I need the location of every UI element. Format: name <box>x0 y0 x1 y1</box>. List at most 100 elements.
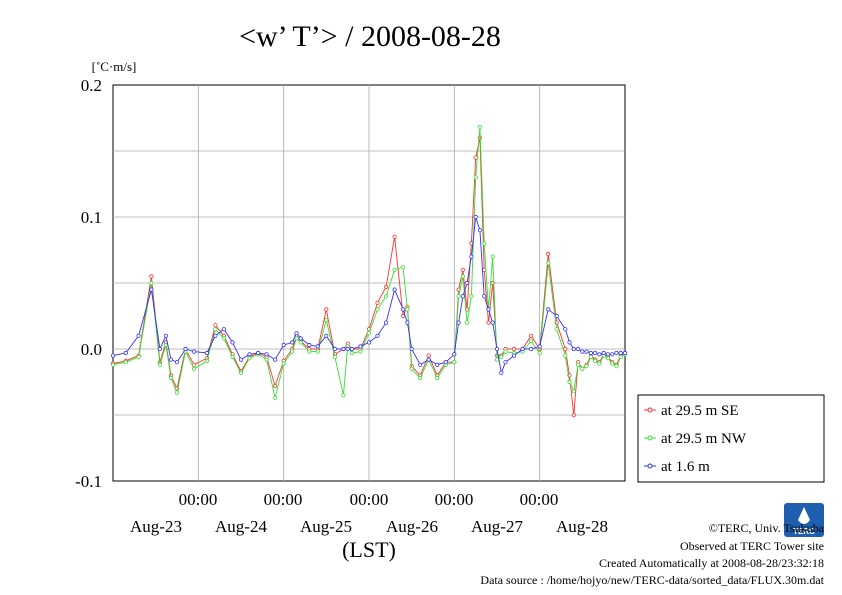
data-point <box>204 358 209 363</box>
data-point <box>392 287 397 292</box>
data-point <box>294 336 299 341</box>
data-point <box>571 412 576 418</box>
data-point <box>622 350 628 356</box>
data-point <box>490 254 495 259</box>
data-point <box>614 350 619 356</box>
data-point <box>230 354 235 359</box>
data-point <box>136 354 141 359</box>
data-point <box>546 251 551 257</box>
data-point <box>123 360 128 365</box>
data-point <box>511 346 517 352</box>
observed-text: Observed at TERC Tower site <box>680 539 824 553</box>
data-point <box>567 379 572 385</box>
data-point <box>163 342 168 348</box>
data-point <box>605 356 611 361</box>
data-point <box>264 352 269 357</box>
x-time-label: 00:00 <box>179 490 218 509</box>
data-point <box>272 395 278 400</box>
data-point <box>375 333 380 338</box>
data-point <box>255 350 261 356</box>
data-point <box>554 327 559 332</box>
data-point <box>511 353 517 358</box>
data-point <box>298 340 303 345</box>
data-point <box>464 280 470 286</box>
x-date-label: Aug-24 <box>215 517 267 536</box>
data-point <box>358 349 363 354</box>
data-point <box>584 349 589 354</box>
data-point <box>221 327 226 332</box>
data-point <box>192 366 197 371</box>
data-point <box>290 349 295 354</box>
data-point <box>247 356 252 361</box>
data-point <box>349 346 354 352</box>
water-drop-icon <box>798 507 810 524</box>
data-point <box>238 357 244 362</box>
data-point <box>580 366 585 371</box>
data-point <box>418 362 423 367</box>
legend-label-1-6m: at 1.6 m <box>661 459 710 475</box>
data-point <box>456 320 461 325</box>
data-point <box>375 300 380 305</box>
x-time-label: 00:00 <box>435 490 474 509</box>
data-point <box>409 366 414 371</box>
y-tick-label: 0.0 <box>81 340 102 359</box>
data-point <box>618 354 623 359</box>
data-point <box>601 350 606 356</box>
data-point <box>563 353 568 358</box>
terc-logo: TERC <box>784 503 824 537</box>
data-point <box>592 350 598 356</box>
legend: at 29.5 m SE at 29.5 m NW at 1.6 m <box>637 394 825 483</box>
legend-item-se: at 29.5 m SE <box>644 403 739 419</box>
data-point <box>315 344 320 349</box>
data-point <box>537 344 542 349</box>
data-point <box>567 340 572 345</box>
data-point <box>499 354 504 359</box>
data-source-text: Data source : /home/hojyo/new/TERC-data/… <box>480 573 824 587</box>
data-point <box>324 307 329 312</box>
data-point <box>546 261 551 266</box>
data-point <box>221 336 226 341</box>
data-point <box>294 331 299 336</box>
data-point <box>383 294 389 299</box>
data-point <box>400 313 406 319</box>
data-point <box>149 287 154 292</box>
data-point <box>405 320 410 325</box>
data-point <box>426 353 431 358</box>
legend-marker-se <box>647 407 653 413</box>
grid-lines <box>113 85 625 481</box>
data-point <box>366 340 372 345</box>
data-point <box>272 383 278 389</box>
x-axis: 00:00 00:00 00:00 00:00 00:00 Aug-23 Aug… <box>130 490 608 562</box>
data-point <box>469 294 474 299</box>
data-point <box>149 274 154 279</box>
copyright-text: ©TERC, Univ. Tsukuba <box>709 521 825 535</box>
data-point <box>473 214 478 220</box>
y-tick-label: -0.1 <box>75 472 102 491</box>
data-point <box>610 361 615 366</box>
data-point <box>123 350 128 356</box>
data-point <box>503 349 508 354</box>
data-point <box>392 267 397 272</box>
data-point <box>597 361 602 366</box>
data-point <box>614 364 619 369</box>
data-point <box>452 360 457 365</box>
data-point <box>332 354 337 359</box>
data-point <box>563 346 568 352</box>
data-point <box>366 331 372 336</box>
legend-label-nw: at 29.5 m NW <box>661 431 747 447</box>
x-time-label: 00:00 <box>520 490 559 509</box>
data-point <box>213 323 218 328</box>
data-point <box>345 346 350 352</box>
data-point <box>464 320 470 325</box>
legend-box <box>637 394 825 483</box>
data-point <box>452 352 457 357</box>
data-point <box>486 307 491 312</box>
x-time-label: 00:00 <box>264 490 303 509</box>
data-point <box>136 333 141 338</box>
data-point <box>324 333 329 338</box>
data-point <box>383 320 389 325</box>
data-point <box>528 346 534 352</box>
data-point <box>341 393 346 398</box>
data-point <box>597 352 602 357</box>
data-point <box>168 375 174 381</box>
